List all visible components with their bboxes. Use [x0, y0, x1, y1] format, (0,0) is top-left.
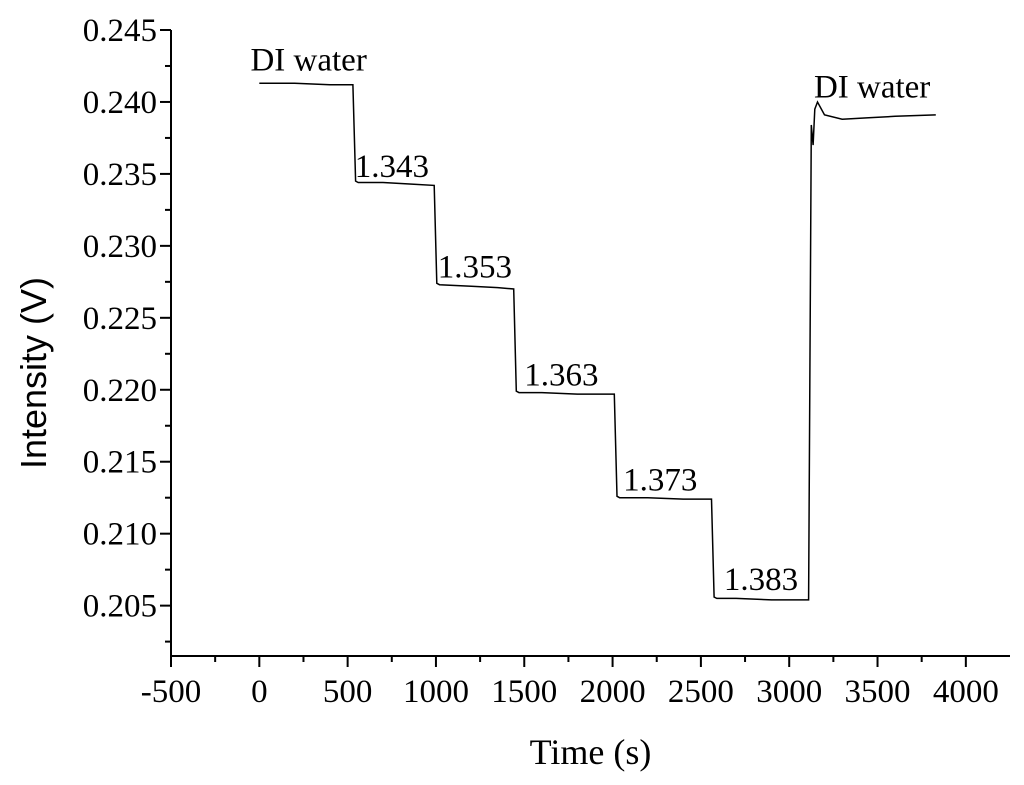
annotations: DI water 1.343 1.353 1.363 1.373 1.383 DI wate…	[250, 42, 930, 598]
annotation-label: 1.383	[724, 562, 798, 598]
x-tick-label: 0	[251, 674, 268, 710]
y-tick-label: 0.240	[83, 85, 157, 121]
x-tick-label: 2000	[580, 674, 646, 710]
series-line	[259, 82, 936, 601]
y-tick-label: 0.245	[83, 13, 157, 49]
x-tick-label: 3000	[756, 674, 822, 710]
annotation-label: 1.353	[438, 250, 512, 286]
y-axis-title: Intensity (V)	[13, 277, 54, 469]
annotation-label: 1.373	[623, 463, 697, 499]
x-axis-title: Time (s)	[530, 732, 652, 772]
plot-area	[259, 82, 936, 601]
x-tick-label: 1500	[491, 674, 557, 710]
y-tick-label: 0.230	[83, 229, 157, 265]
y-tick-label: 0.235	[83, 157, 157, 193]
axes	[170, 30, 1010, 657]
annotation-label: 1.343	[355, 149, 429, 185]
annotation-label: 1.363	[524, 357, 598, 393]
y-tick-label: 0.210	[83, 517, 157, 553]
annotation-label: DI water	[250, 42, 366, 78]
annotation-label: DI water	[814, 70, 930, 106]
x-tick-label: 500	[323, 674, 373, 710]
x-ticks: -500 0 500 1000 1500 2000 2500 3000 3500 4000	[141, 656, 999, 710]
y-tick-label: 0.220	[83, 373, 157, 409]
y-tick-label: 0.215	[83, 445, 157, 481]
y-ticks: 0.205 0.210 0.215 0.220 0.225 0.230 0.235 0.240…	[83, 13, 171, 643]
x-tick-label: -500	[141, 674, 202, 710]
y-tick-label: 0.225	[83, 301, 157, 337]
x-tick-label: 1000	[403, 674, 469, 710]
y-tick-label: 0.205	[83, 589, 157, 625]
x-tick-label: 4000	[933, 674, 999, 710]
x-tick-label: 3500	[845, 674, 911, 710]
x-tick-label: 2500	[668, 674, 734, 710]
